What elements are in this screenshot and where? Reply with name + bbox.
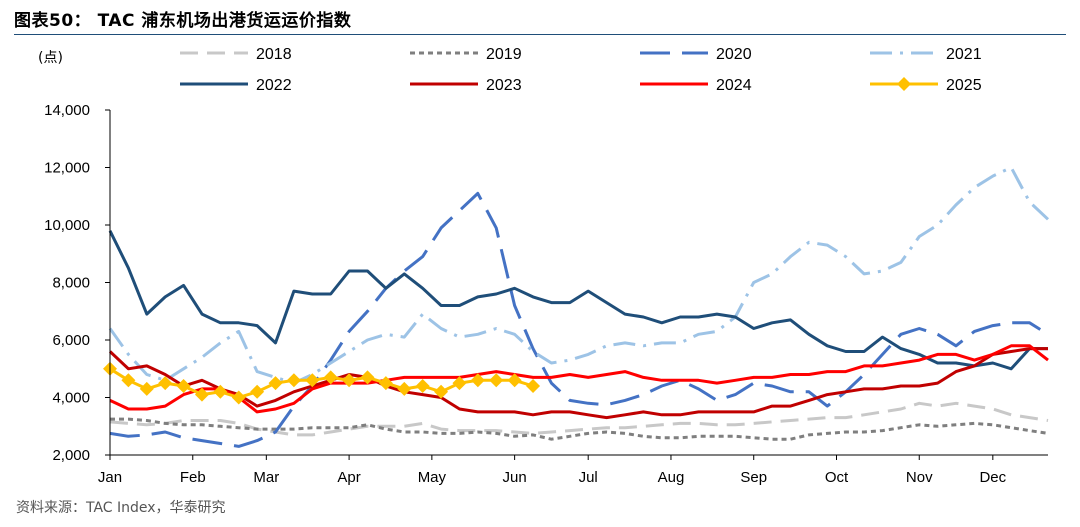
x-tick-label: May (418, 469, 447, 486)
data-point-2025 (286, 373, 301, 388)
legend-label-2025: 2025 (946, 77, 982, 94)
x-tick-label: Jun (503, 469, 527, 486)
y-tick-label: 4,000 (52, 390, 90, 407)
y-tick-label: 10,000 (44, 217, 90, 234)
y-tick-label: 2,000 (52, 447, 90, 464)
data-point-2025 (378, 376, 393, 391)
data-point-2025 (250, 384, 265, 399)
data-point-2025 (268, 376, 283, 391)
legend-label-2019: 2019 (486, 46, 522, 63)
data-point-2025 (194, 387, 209, 402)
y-tick-label: 8,000 (52, 275, 90, 292)
legend-label-2024: 2024 (716, 77, 752, 94)
legend-label-2020: 2020 (716, 46, 752, 63)
data-point-2025 (342, 373, 357, 388)
title-rule (14, 34, 1066, 35)
y-unit-label: (点) (38, 50, 63, 66)
x-tick-label: Apr (337, 469, 360, 486)
series-line-2020 (109, 191, 1049, 448)
data-point-2025 (231, 390, 246, 405)
data-point-2025 (470, 373, 485, 388)
chart-title: 图表50： TAC 浦东机场出港货运运价指数 (14, 11, 352, 31)
data-point-2025 (489, 373, 504, 388)
x-tick-label: Aug (658, 469, 685, 486)
data-point-2025 (323, 370, 338, 385)
legend: 2018 2019 2020 2021 2022 2023 2024 2025 (180, 46, 982, 94)
x-tick-label: Sep (740, 469, 767, 486)
x-tick-label: Mar (253, 469, 279, 486)
legend-marker-2025 (897, 77, 911, 91)
series-line-2018 (109, 401, 1049, 437)
x-tick-label: Oct (825, 469, 849, 486)
legend-label-2018: 2018 (256, 46, 292, 63)
data-point-2025 (360, 370, 375, 385)
source-note: 资料来源：TAC Index，华泰研究 (16, 500, 226, 516)
legend-label-2022: 2022 (256, 77, 292, 94)
legend-label-2021: 2021 (946, 46, 982, 63)
x-tick-label: Feb (180, 469, 206, 486)
data-point-2025 (526, 379, 541, 393)
x-tick-label: Jan (98, 469, 122, 486)
data-point-2025 (305, 373, 320, 388)
series-line-2019 (110, 417, 1049, 441)
series-line-2024 (109, 344, 1049, 414)
data-point-2025 (507, 373, 522, 388)
data-point-2025 (434, 384, 449, 399)
data-point-2025 (415, 379, 430, 393)
data-point-2025 (121, 373, 136, 388)
x-tick-label: Nov (906, 469, 933, 486)
data-point-2025 (176, 379, 191, 393)
legend-label-2023: 2023 (486, 77, 522, 94)
data-point-2025 (139, 381, 154, 396)
y-tick-label: 12,000 (44, 160, 90, 177)
data-point-2025 (158, 376, 173, 391)
x-tick-label: Dec (979, 469, 1006, 486)
axes: 2,000 4,000 6,000 8,000 10,000 12,000 14,000 Ja… (44, 102, 1048, 486)
series-line-2022 (108, 230, 1048, 371)
data-point-2025 (452, 376, 467, 391)
data-point-2025 (213, 384, 228, 399)
data-point-2025 (397, 381, 412, 396)
y-tick-label: 14,000 (44, 102, 90, 119)
y-tick-label: 6,000 (52, 332, 90, 349)
plot-area (103, 166, 1050, 448)
series-line-2023 (108, 347, 1048, 420)
series-line-2021 (108, 166, 1050, 385)
x-tick-label: Jul (579, 469, 598, 486)
